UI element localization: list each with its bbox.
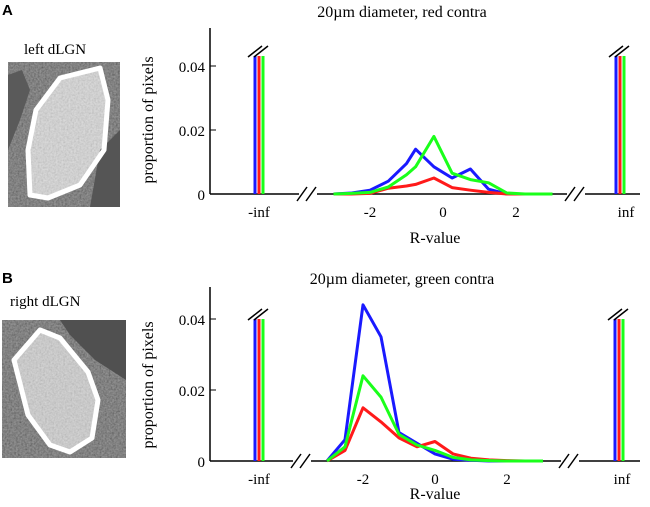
x-tick-label-neg-inf: -inf bbox=[248, 205, 270, 221]
chart-b: 20µm diameter, green contra proportion o… bbox=[140, 271, 640, 503]
axis-break-left-a bbox=[296, 186, 317, 202]
panel-a: A left dLGN 20µm diameter, red contra pr… bbox=[2, 2, 640, 247]
roi-outline-a bbox=[25, 65, 111, 201]
series-line-green bbox=[326, 374, 543, 463]
y-tick-label: 0 bbox=[198, 455, 206, 471]
brain-slice-image-a bbox=[8, 62, 120, 207]
x-tick-label: 2 bbox=[512, 205, 520, 221]
x-tick-label-pos-inf: inf bbox=[618, 205, 635, 221]
x-tick-label: -2 bbox=[357, 472, 370, 488]
brain-slice-image-b bbox=[2, 320, 126, 458]
plot-area-b bbox=[247, 303, 629, 463]
axis-break-right-b bbox=[558, 453, 579, 469]
x-tick-label-pos-inf: inf bbox=[614, 472, 631, 488]
y-tick-label: 0.02 bbox=[179, 384, 205, 400]
x-tick-label: 0 bbox=[431, 472, 439, 488]
series-line-blue bbox=[325, 303, 543, 463]
roi-outline-b bbox=[11, 327, 101, 455]
y-tick-label: 0.04 bbox=[179, 60, 206, 76]
inf-bar-break-neg bbox=[247, 308, 269, 321]
chart-a: 20µm diameter, red contra proportion of … bbox=[140, 4, 640, 247]
axis-break-left-b bbox=[290, 453, 311, 469]
axis-break-right-a bbox=[564, 186, 585, 202]
x-tick-label: -2 bbox=[364, 205, 377, 221]
slice-label-b: right dLGN bbox=[10, 294, 81, 310]
panel-letter-a: A bbox=[2, 2, 13, 19]
chart-title-b: 20µm diameter, green contra bbox=[310, 271, 495, 288]
y-axis-label-a: proportion of pixels bbox=[140, 56, 157, 183]
y-tick-label: 0.04 bbox=[179, 313, 206, 329]
y-tick-label: 0.02 bbox=[179, 124, 205, 140]
x-tick-label-neg-inf: -inf bbox=[248, 472, 270, 488]
y-axis-label-b: proportion of pixels bbox=[140, 321, 157, 448]
slice-label-a: left dLGN bbox=[24, 42, 86, 58]
inf-bar-break-neg bbox=[247, 45, 269, 58]
plot-area-a bbox=[247, 45, 630, 196]
inf-bar-break-pos bbox=[608, 45, 630, 58]
y-tick-label: 0 bbox=[198, 188, 206, 204]
panel-b: B right dLGN 20µm diameter, green contra… bbox=[2, 270, 640, 503]
x-axis-label-a: R-value bbox=[410, 230, 461, 247]
x-tick-label: 2 bbox=[503, 472, 511, 488]
chart-title-a: 20µm diameter, red contra bbox=[317, 4, 486, 21]
x-tick-label: 0 bbox=[439, 205, 447, 221]
inf-bar-break-pos bbox=[607, 308, 629, 321]
panel-letter-b: B bbox=[2, 270, 13, 287]
series-line-green bbox=[333, 134, 553, 196]
x-axis-label-b: R-value bbox=[410, 486, 461, 503]
